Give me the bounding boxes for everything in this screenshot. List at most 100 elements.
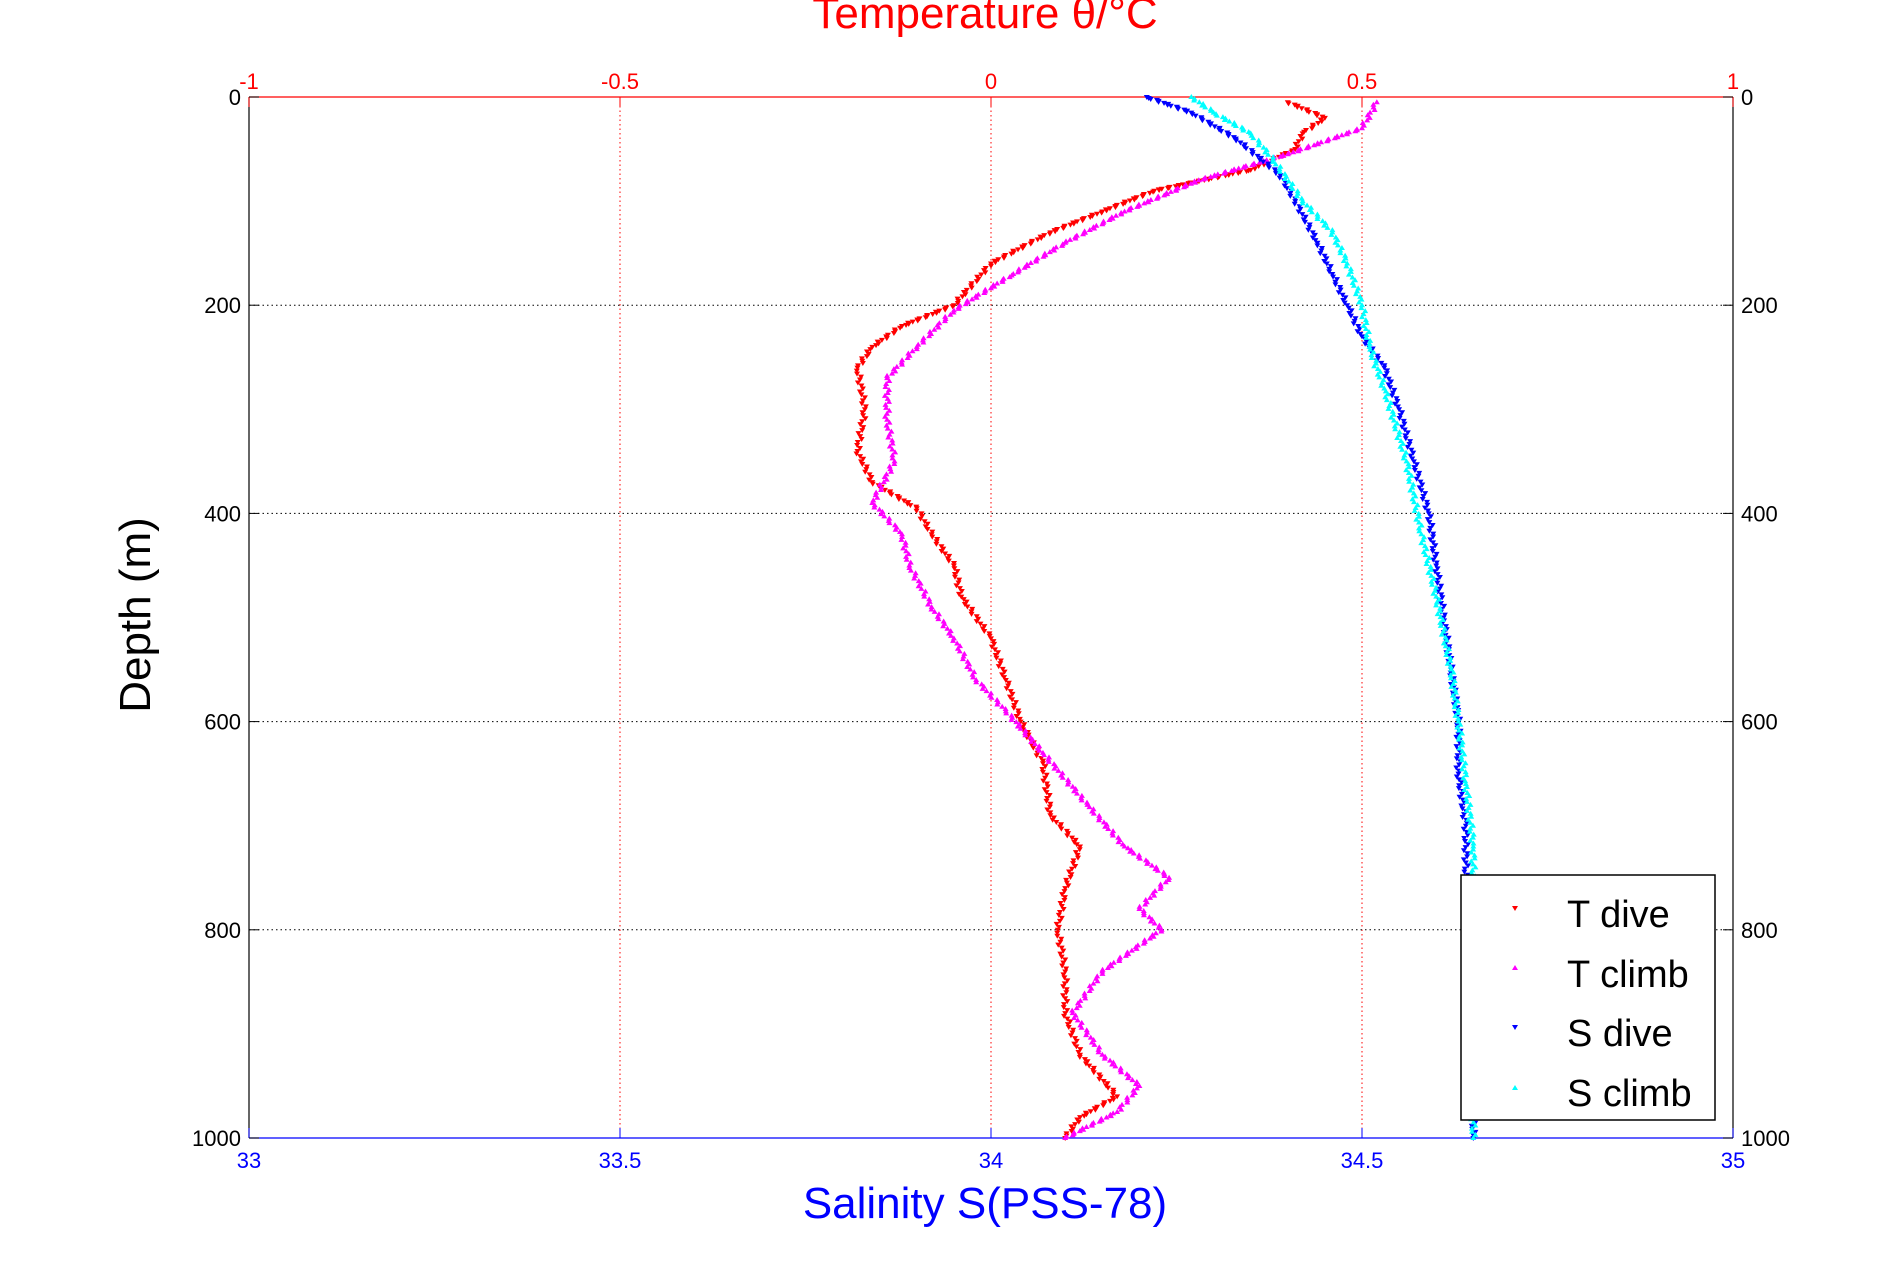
data-point — [1108, 963, 1115, 969]
data-point — [1196, 99, 1203, 105]
data-point — [1099, 970, 1106, 976]
data-point — [1341, 300, 1348, 306]
data-point — [1343, 263, 1350, 269]
data-point — [949, 304, 956, 310]
data-point — [888, 492, 895, 498]
data-point — [921, 519, 928, 525]
data-point — [1088, 1039, 1095, 1045]
data-point — [1146, 190, 1153, 196]
data-point — [1299, 136, 1306, 142]
data-point — [1362, 341, 1369, 347]
data-point — [1076, 1128, 1083, 1134]
data-point — [886, 398, 893, 404]
data-point — [1041, 233, 1048, 239]
data-point — [1212, 173, 1219, 179]
data-point — [1315, 141, 1322, 147]
data-point — [1317, 251, 1324, 257]
data-point — [1433, 563, 1440, 569]
data-point — [1127, 848, 1134, 854]
data-point — [947, 311, 954, 317]
left-tick-label: 0 — [229, 85, 241, 110]
data-point — [1054, 927, 1061, 933]
data-point — [942, 551, 949, 557]
data-point — [886, 407, 893, 413]
data-point — [1314, 211, 1321, 217]
data-point — [1110, 959, 1117, 965]
data-point — [1051, 247, 1058, 253]
data-point — [1394, 398, 1401, 404]
data-point — [1297, 206, 1304, 212]
data-point — [860, 425, 867, 431]
data-point — [907, 503, 914, 509]
data-point — [1420, 494, 1427, 500]
data-point — [918, 585, 925, 591]
data-point — [1471, 852, 1478, 858]
data-point — [1147, 918, 1154, 924]
data-point — [1081, 990, 1088, 996]
data-point — [959, 294, 966, 300]
data-point — [862, 404, 869, 410]
data-point — [1297, 134, 1304, 140]
data-point — [1318, 248, 1325, 254]
data-point — [1416, 519, 1423, 525]
data-point — [1382, 373, 1389, 379]
data-point — [995, 650, 1002, 656]
data-point — [1367, 109, 1374, 115]
data-point — [1410, 459, 1417, 465]
data-point — [1441, 603, 1448, 609]
data-point — [1041, 752, 1048, 758]
data-point — [1207, 173, 1214, 179]
data-point — [1151, 920, 1158, 926]
data-point — [924, 521, 931, 527]
data-point — [1005, 680, 1012, 686]
data-point — [1431, 569, 1438, 575]
data-point — [1411, 507, 1418, 513]
data-point — [859, 398, 866, 404]
legend-box — [1460, 874, 1716, 1121]
data-point — [1337, 284, 1344, 290]
data-point — [878, 484, 885, 490]
data-point — [903, 548, 910, 554]
data-point — [1133, 945, 1140, 951]
data-point — [1075, 1049, 1082, 1055]
data-point — [1416, 485, 1423, 491]
data-point — [1060, 225, 1067, 231]
data-point — [904, 501, 911, 507]
data-point — [982, 270, 989, 276]
data-point — [981, 289, 988, 295]
data-point — [1470, 861, 1477, 867]
data-point — [1334, 242, 1341, 248]
data-point — [1355, 324, 1362, 330]
data-point — [1363, 334, 1370, 340]
data-point — [855, 431, 862, 437]
data-point — [1110, 1092, 1117, 1098]
data-point — [1433, 560, 1440, 566]
data-point — [1413, 462, 1420, 468]
data-point — [1374, 366, 1381, 372]
data-point — [1287, 193, 1294, 199]
data-point — [1419, 496, 1426, 502]
data-point — [1173, 187, 1180, 193]
data-point — [913, 346, 920, 352]
data-point — [1451, 676, 1458, 682]
data-point — [1060, 972, 1067, 978]
bottom-tick-label: 35 — [1721, 1148, 1745, 1173]
data-point — [1058, 904, 1065, 910]
data-point — [889, 446, 896, 452]
data-point — [1064, 833, 1071, 839]
data-point — [1112, 205, 1119, 211]
data-point — [1066, 869, 1073, 875]
data-point — [1141, 200, 1148, 206]
data-point — [1306, 225, 1313, 231]
data-point — [1389, 408, 1396, 414]
data-point — [945, 558, 952, 564]
data-point — [1415, 510, 1422, 516]
data-point — [1162, 879, 1169, 885]
left-tick-label: 200 — [204, 293, 241, 318]
data-point — [1459, 742, 1466, 748]
data-point — [1456, 733, 1463, 739]
data-point — [1057, 901, 1064, 907]
data-point — [1118, 1106, 1125, 1112]
data-point — [1008, 716, 1015, 722]
data-point — [1136, 905, 1143, 911]
